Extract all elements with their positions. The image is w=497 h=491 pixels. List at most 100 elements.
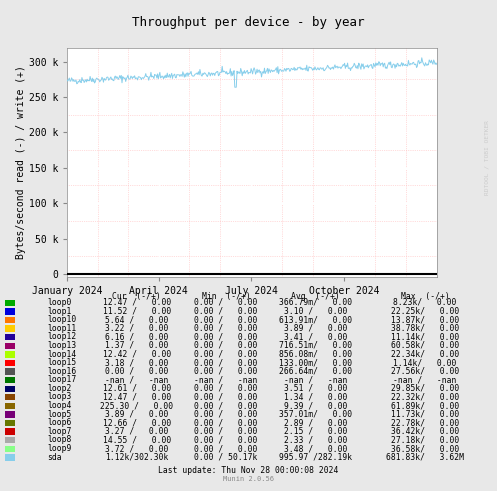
Text: 3.41 /   0.00: 3.41 / 0.00 — [284, 332, 347, 341]
Text: 3.48 /   0.00: 3.48 / 0.00 — [284, 444, 347, 453]
Text: 681.83k/   3.62M: 681.83k/ 3.62M — [386, 453, 464, 462]
Text: RDTOOL / TOBI OETKER: RDTOOL / TOBI OETKER — [485, 120, 490, 194]
Text: 3.72 /   0.00: 3.72 / 0.00 — [105, 444, 168, 453]
Text: 3.89 /   0.00: 3.89 / 0.00 — [284, 324, 347, 333]
Text: 6.16 /   0.00: 6.16 / 0.00 — [105, 332, 168, 341]
Text: 27.18k/   0.00: 27.18k/ 0.00 — [391, 436, 459, 444]
Text: loop9: loop9 — [47, 444, 72, 453]
Text: sda: sda — [47, 453, 62, 462]
Text: 1.14k/   0.00: 1.14k/ 0.00 — [393, 358, 457, 367]
Text: Throughput per device - by year: Throughput per device - by year — [132, 16, 365, 28]
Text: loop5: loop5 — [47, 409, 72, 419]
Text: 12.61 /   0.00: 12.61 / 0.00 — [102, 384, 171, 393]
Text: 0.00 /   0.00: 0.00 / 0.00 — [194, 409, 258, 419]
Text: loop12: loop12 — [47, 332, 77, 341]
Text: 22.34k/   0.00: 22.34k/ 0.00 — [391, 350, 459, 358]
Text: 225.30 /   0.00: 225.30 / 0.00 — [100, 401, 173, 410]
Text: 0.00 /   0.00: 0.00 / 0.00 — [194, 332, 258, 341]
Text: loop1: loop1 — [47, 306, 72, 316]
Text: Max  (-/+): Max (-/+) — [401, 292, 449, 301]
Text: 613.91m/   0.00: 613.91m/ 0.00 — [279, 315, 352, 324]
Text: 0.00 /   0.00: 0.00 / 0.00 — [194, 324, 258, 333]
Text: 3.22 /   0.00: 3.22 / 0.00 — [105, 324, 168, 333]
Text: 0.00 /   0.00: 0.00 / 0.00 — [194, 392, 258, 402]
Text: loop10: loop10 — [47, 315, 77, 324]
Text: Last update: Thu Nov 28 00:00:08 2024: Last update: Thu Nov 28 00:00:08 2024 — [159, 465, 338, 475]
Text: 36.42k/   0.00: 36.42k/ 0.00 — [391, 427, 459, 436]
Text: 3.27 /   0.00: 3.27 / 0.00 — [105, 427, 168, 436]
Text: loop4: loop4 — [47, 401, 72, 410]
Text: 133.00m/   0.00: 133.00m/ 0.00 — [279, 358, 352, 367]
Y-axis label: Bytes/second read (-) / write (+): Bytes/second read (-) / write (+) — [16, 66, 26, 259]
Text: 1.37 /   0.00: 1.37 / 0.00 — [105, 341, 168, 350]
Text: 0.00 /   0.00: 0.00 / 0.00 — [194, 298, 258, 307]
Text: 0.00 /   0.00: 0.00 / 0.00 — [194, 436, 258, 444]
Text: 3.51 /   0.00: 3.51 / 0.00 — [284, 384, 347, 393]
Text: 5.64 /   0.00: 5.64 / 0.00 — [105, 315, 168, 324]
Text: 22.78k/   0.00: 22.78k/ 0.00 — [391, 418, 459, 427]
Text: 12.66 /   0.00: 12.66 / 0.00 — [102, 418, 171, 427]
Text: 2.33 /   0.00: 2.33 / 0.00 — [284, 436, 347, 444]
Text: 61.89k/   0.00: 61.89k/ 0.00 — [391, 401, 459, 410]
Text: loop6: loop6 — [47, 418, 72, 427]
Text: -nan /   -nan: -nan / -nan — [284, 375, 347, 384]
Text: loop16: loop16 — [47, 367, 77, 376]
Text: Min  (-/+): Min (-/+) — [202, 292, 250, 301]
Text: loop13: loop13 — [47, 341, 77, 350]
Text: 266.64m/   0.00: 266.64m/ 0.00 — [279, 367, 352, 376]
Text: 0.00 /   0.00: 0.00 / 0.00 — [105, 367, 168, 376]
Text: loop11: loop11 — [47, 324, 77, 333]
Text: loop17: loop17 — [47, 375, 77, 384]
Text: 38.78k/   0.00: 38.78k/ 0.00 — [391, 324, 459, 333]
Text: 0.00 /   0.00: 0.00 / 0.00 — [194, 341, 258, 350]
Text: 0.00 /   0.00: 0.00 / 0.00 — [194, 384, 258, 393]
Text: 716.51m/   0.00: 716.51m/ 0.00 — [279, 341, 352, 350]
Text: 0.00 /   0.00: 0.00 / 0.00 — [194, 427, 258, 436]
Text: Avg  (-/+): Avg (-/+) — [291, 292, 340, 301]
Text: -nan /   -nan: -nan / -nan — [105, 375, 168, 384]
Text: 0.00 /   0.00: 0.00 / 0.00 — [194, 350, 258, 358]
Text: 995.97 /282.19k: 995.97 /282.19k — [279, 453, 352, 462]
Text: loop15: loop15 — [47, 358, 77, 367]
Text: loop7: loop7 — [47, 427, 72, 436]
Text: loop8: loop8 — [47, 436, 72, 444]
Text: 8.23k/   0.00: 8.23k/ 0.00 — [393, 298, 457, 307]
Text: 856.08m/   0.00: 856.08m/ 0.00 — [279, 350, 352, 358]
Text: 9.39 /   0.00: 9.39 / 0.00 — [284, 401, 347, 410]
Text: 2.89 /   0.00: 2.89 / 0.00 — [284, 418, 347, 427]
Text: 22.32k/   0.00: 22.32k/ 0.00 — [391, 392, 459, 402]
Text: loop3: loop3 — [47, 392, 72, 402]
Text: 11.73k/   0.00: 11.73k/ 0.00 — [391, 409, 459, 419]
Text: 1.34 /   0.00: 1.34 / 0.00 — [284, 392, 347, 402]
Text: 0.00 /   0.00: 0.00 / 0.00 — [194, 367, 258, 376]
Text: Cur  (-/+): Cur (-/+) — [112, 292, 161, 301]
Text: 357.01m/   0.00: 357.01m/ 0.00 — [279, 409, 352, 419]
Text: 0.00 /   0.00: 0.00 / 0.00 — [194, 306, 258, 316]
Text: 12.47 /   0.00: 12.47 / 0.00 — [102, 392, 171, 402]
Text: 22.25k/   0.00: 22.25k/ 0.00 — [391, 306, 459, 316]
Text: loop0: loop0 — [47, 298, 72, 307]
Text: 1.12k/302.30k: 1.12k/302.30k — [105, 453, 168, 462]
Text: 0.00 /   0.00: 0.00 / 0.00 — [194, 444, 258, 453]
Text: -nan /   -nan: -nan / -nan — [393, 375, 457, 384]
Text: 12.42 /   0.00: 12.42 / 0.00 — [102, 350, 171, 358]
Text: 11.52 /   0.00: 11.52 / 0.00 — [102, 306, 171, 316]
Text: 36.58k/   0.00: 36.58k/ 0.00 — [391, 444, 459, 453]
Text: 2.15 /   0.00: 2.15 / 0.00 — [284, 427, 347, 436]
Text: 3.18 /   0.00: 3.18 / 0.00 — [105, 358, 168, 367]
Text: 27.56k/   0.00: 27.56k/ 0.00 — [391, 367, 459, 376]
Text: 0.00 /   0.00: 0.00 / 0.00 — [194, 418, 258, 427]
Text: 0.00 /   0.00: 0.00 / 0.00 — [194, 315, 258, 324]
Text: 11.14k/   0.00: 11.14k/ 0.00 — [391, 332, 459, 341]
Text: 3.10 /   0.00: 3.10 / 0.00 — [284, 306, 347, 316]
Text: 60.58k/   0.00: 60.58k/ 0.00 — [391, 341, 459, 350]
Text: 0.00 / 50.17k: 0.00 / 50.17k — [194, 453, 258, 462]
Text: loop14: loop14 — [47, 350, 77, 358]
Text: 14.55 /   0.00: 14.55 / 0.00 — [102, 436, 171, 444]
Text: 3.89 /   0.00: 3.89 / 0.00 — [105, 409, 168, 419]
Text: 13.87k/   0.00: 13.87k/ 0.00 — [391, 315, 459, 324]
Text: Munin 2.0.56: Munin 2.0.56 — [223, 475, 274, 482]
Text: 366.79m/   0.00: 366.79m/ 0.00 — [279, 298, 352, 307]
Text: 0.00 /   0.00: 0.00 / 0.00 — [194, 358, 258, 367]
Text: 29.85k/   0.00: 29.85k/ 0.00 — [391, 384, 459, 393]
